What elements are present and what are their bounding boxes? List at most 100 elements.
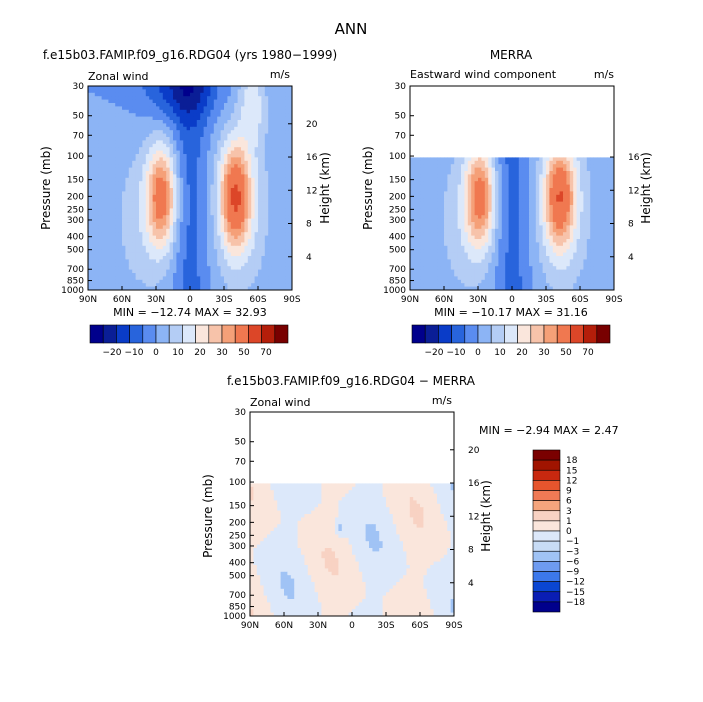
- contour-cell: [220, 235, 225, 240]
- contour-cell: [227, 171, 232, 175]
- colorbar-label: 10: [172, 348, 184, 358]
- contour-cell: [210, 283, 215, 287]
- contour-cell: [573, 215, 577, 219]
- contour-cell: [474, 160, 479, 165]
- contour-cell: [447, 194, 452, 199]
- contour-cell: [430, 164, 435, 168]
- contour-cell: [196, 235, 201, 240]
- contour-cell: [569, 225, 574, 230]
- contour-cell: [268, 92, 272, 97]
- contour-cell: [583, 177, 588, 182]
- contour-cell: [217, 222, 221, 226]
- contour-cell: [149, 201, 153, 206]
- contour-cell: [115, 99, 119, 104]
- contour-cell: [135, 259, 140, 264]
- contour-cell: [173, 137, 177, 141]
- contour-cell: [590, 215, 594, 219]
- contour-cell: [271, 266, 276, 270]
- contour-cell: [186, 157, 191, 162]
- contour-cell: [98, 266, 102, 270]
- contour-cell: [169, 89, 174, 94]
- contour-cell: [217, 245, 221, 250]
- contour-cell: [271, 245, 276, 250]
- contour-cell: [258, 143, 262, 148]
- contour-cell: [190, 222, 194, 226]
- contour-cell: [285, 211, 289, 216]
- contour-cell: [91, 137, 96, 141]
- contour-cell: [207, 167, 211, 172]
- contour-cell: [179, 205, 184, 209]
- contour-cell: [200, 211, 204, 216]
- contour-cell: [281, 262, 286, 267]
- contour-cell: [610, 205, 615, 209]
- contour-cell: [91, 286, 96, 291]
- contour-cell: [118, 242, 123, 247]
- contour-cell: [224, 191, 228, 196]
- contour-cell: [91, 249, 96, 253]
- contour-cell: [230, 205, 235, 209]
- contour-cell: [139, 269, 143, 274]
- contour-cell: [139, 242, 143, 247]
- contour-cell: [410, 157, 414, 162]
- contour-cell: [88, 235, 92, 240]
- contour-cell: [261, 157, 266, 162]
- contour-cell: [234, 137, 238, 141]
- contour-cell: [91, 218, 96, 223]
- contour-cell: [173, 150, 177, 155]
- contour-cell: [156, 184, 160, 189]
- contour-cell: [275, 137, 279, 141]
- contour-cell: [556, 225, 560, 230]
- contour-cell: [135, 266, 140, 270]
- contour-cell: [173, 126, 177, 131]
- contour-cell: [241, 103, 245, 107]
- contour-cell: [518, 215, 523, 219]
- contour-cell: [159, 198, 164, 202]
- contour-cell: [193, 140, 198, 145]
- contour-cell: [278, 218, 283, 223]
- contour-cell: [162, 167, 167, 172]
- contour-cell: [450, 211, 455, 216]
- contour-cell: [128, 160, 133, 165]
- contour-cell: [559, 177, 564, 182]
- contour-cell: [115, 174, 119, 179]
- contour-cell: [156, 154, 160, 158]
- contour-cell: [196, 245, 201, 250]
- contour-cell: [230, 106, 235, 111]
- contour-cell: [427, 157, 431, 162]
- contour-cell: [176, 215, 181, 219]
- contour-cell: [128, 228, 133, 233]
- contour-cell: [142, 252, 147, 257]
- contour-cell: [237, 126, 242, 131]
- contour-cell: [111, 252, 116, 257]
- contour-cell: [580, 201, 584, 206]
- contour-cell: [467, 184, 472, 189]
- contour-cell: [505, 184, 509, 189]
- contour-cell: [145, 96, 150, 100]
- contour-cell: [162, 235, 167, 240]
- contour-cell: [196, 256, 201, 260]
- contour-cell: [484, 225, 489, 230]
- contour-cell: [254, 99, 259, 104]
- contour-cell: [145, 86, 150, 90]
- contour-cell: [512, 218, 516, 223]
- contour-cell: [254, 242, 259, 247]
- contour-cell: [410, 215, 414, 219]
- contour-cell: [132, 120, 136, 124]
- contour-cell: [278, 171, 283, 175]
- contour-cell: [247, 160, 252, 165]
- contour-cell: [128, 113, 133, 117]
- contour-cell: [193, 269, 198, 274]
- contour-cell: [118, 283, 123, 287]
- contour-cell: [247, 167, 252, 172]
- contour-cell: [512, 225, 516, 230]
- contour-cell: [207, 150, 211, 155]
- contour-cell: [275, 211, 279, 216]
- contour-cell: [173, 143, 177, 148]
- contour-cell: [98, 126, 102, 131]
- contour-cell: [179, 181, 184, 185]
- contour-cell: [454, 181, 458, 185]
- contour-cell: [166, 218, 170, 223]
- contour-cell: [268, 123, 272, 128]
- contour-cell: [227, 245, 232, 250]
- contour-cell: [597, 171, 601, 175]
